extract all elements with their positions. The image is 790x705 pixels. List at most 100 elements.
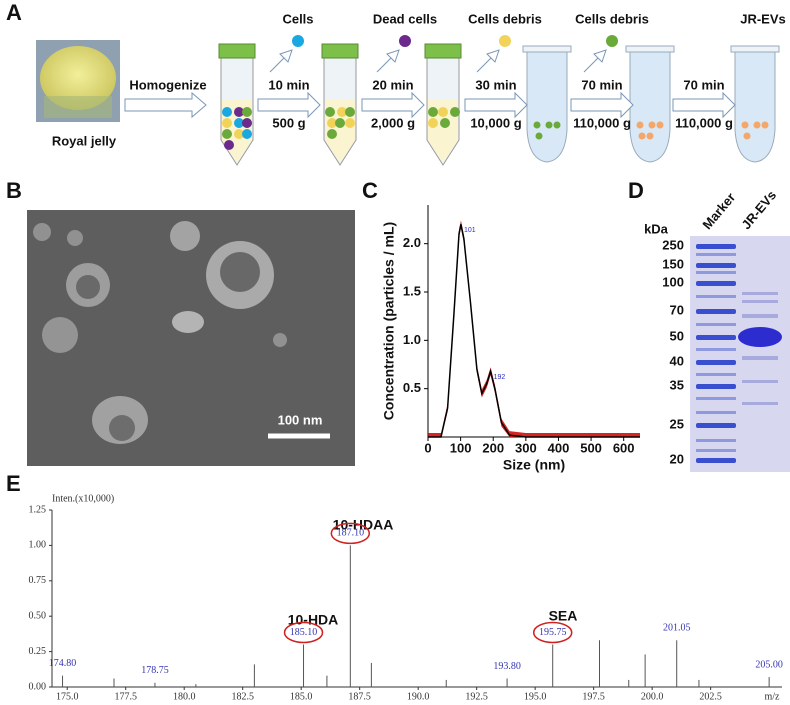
vesicles	[33, 221, 287, 444]
arrow	[124, 91, 207, 119]
step-time: 30 min	[475, 77, 516, 92]
particle	[325, 107, 335, 117]
particle	[337, 107, 347, 117]
x-tick-label: 182.5	[231, 691, 254, 702]
up-arrow	[476, 49, 500, 73]
step-output: Cells debris	[468, 11, 542, 26]
up-arrow	[269, 49, 293, 73]
y-tick-label: 1.25	[29, 504, 47, 515]
arrow	[570, 91, 634, 119]
particle	[222, 129, 232, 139]
ladder-label: 250	[662, 237, 684, 252]
peak-label: 192	[494, 374, 506, 381]
sample-bands	[742, 292, 778, 405]
particle	[224, 140, 234, 150]
up-arrow	[376, 49, 400, 73]
size-curve	[428, 224, 640, 438]
panel-label: B	[6, 178, 22, 203]
x-tick-label: 0	[424, 440, 431, 455]
y-tick-label: 0.75	[29, 575, 47, 586]
step-output: Cells	[282, 11, 313, 26]
y-tick-label: 0.5	[403, 380, 421, 395]
y-tick-label: 1.0	[403, 332, 421, 347]
particle	[242, 107, 252, 117]
x-tick-label: 600	[613, 440, 635, 455]
ladder-label: 50	[670, 328, 684, 343]
particle	[656, 121, 664, 129]
peak-label: 195.75	[539, 627, 567, 638]
output-dot	[399, 35, 411, 47]
particle	[234, 129, 244, 139]
particle	[345, 107, 355, 117]
tube-cap	[424, 43, 462, 59]
particle	[533, 121, 541, 129]
annotation: 10-HDA	[288, 612, 339, 628]
y-tick-label: 2.0	[403, 235, 421, 250]
ladder-band	[696, 360, 736, 365]
jar-label	[44, 96, 112, 118]
y-axis-label: Concentration (particles / mL)	[381, 222, 397, 420]
peak-label: 201.05	[663, 623, 691, 634]
error-band	[428, 220, 640, 437]
unit-label: kDa	[644, 221, 669, 236]
scale-label: 100 nm	[278, 412, 323, 427]
arrow	[464, 91, 528, 119]
x-tick-label: 190.0	[407, 691, 430, 702]
particle	[327, 118, 337, 128]
x-tick-label: 100	[450, 440, 472, 455]
particle	[335, 118, 345, 128]
step-time: 20 min	[372, 77, 413, 92]
x-axis-label: m/z	[765, 691, 781, 702]
particle	[234, 107, 244, 117]
ladder-label: 20	[670, 451, 684, 466]
particle	[428, 107, 438, 117]
particle	[222, 118, 232, 128]
particle	[345, 118, 355, 128]
ladder-band-minor	[696, 449, 736, 452]
ladder-band	[696, 384, 736, 389]
particle	[428, 118, 438, 128]
step-output: JR-EVs	[740, 11, 786, 26]
panel-label: D	[628, 178, 644, 203]
arrow	[672, 91, 736, 119]
y-tick-label: 1.00	[29, 540, 47, 551]
x-tick-label: 175.0	[56, 691, 79, 702]
particle	[222, 107, 232, 117]
peak-label: 205.00	[755, 659, 783, 670]
particle	[545, 121, 553, 129]
x-tick-label: 185.0	[290, 691, 313, 702]
x-tick-label: 200.0	[641, 691, 664, 702]
highlight-circle	[330, 522, 371, 545]
particle	[242, 118, 252, 128]
ladder-band	[696, 335, 736, 340]
step-force: 110,000 g	[675, 115, 733, 130]
ladder-label: 40	[670, 353, 684, 368]
particle	[450, 107, 460, 117]
x-axis-label: Size (nm)	[503, 457, 565, 473]
particle	[327, 129, 337, 139]
ladder-band-minor	[696, 253, 736, 256]
particle	[535, 132, 543, 140]
output-dot	[499, 35, 511, 47]
annotation: SEA	[549, 608, 578, 624]
peak-label: 174.80	[49, 658, 77, 669]
ladder-band	[696, 263, 736, 268]
gel	[690, 236, 790, 472]
peak-label: 187.10	[337, 528, 365, 539]
tube-rim	[522, 45, 572, 53]
ladder-label: 100	[662, 274, 684, 289]
particle	[234, 118, 244, 128]
highlight-circle	[532, 621, 573, 644]
x-tick-label: 202.5	[699, 691, 722, 702]
ladder-band-minor	[696, 439, 736, 442]
particle	[761, 121, 769, 129]
step-output: Dead cells	[373, 11, 437, 26]
x-tick-label: 197.5	[582, 691, 605, 702]
step-time: 70 min	[683, 77, 724, 92]
ladder-band-minor	[696, 323, 736, 326]
up-arrow	[583, 49, 607, 73]
tube	[734, 51, 776, 163]
ladder-band-minor	[696, 397, 736, 400]
particle	[753, 121, 761, 129]
